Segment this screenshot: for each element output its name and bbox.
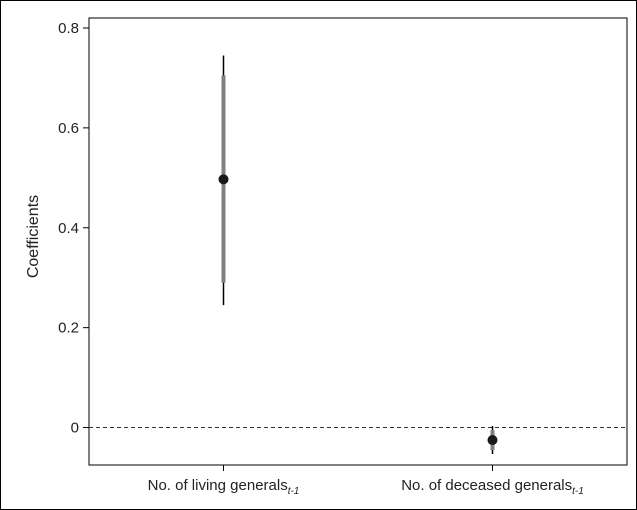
y-tick-label: 0.6	[58, 120, 79, 137]
y-tick-label: 0.2	[58, 320, 79, 337]
coefficient-point	[218, 174, 229, 185]
y-axis: 0 0.2 0.4 0.6 0.8	[58, 20, 89, 437]
x-tick-label: No. of deceased generalst-1	[401, 477, 584, 497]
coefficient-marks	[218, 55, 498, 455]
x-tick-label-main: No. of living generals	[148, 477, 288, 494]
y-tick-label: 0.4	[58, 220, 79, 237]
y-tick-label: 0.8	[58, 20, 79, 37]
x-tick-label: No. of living generalst-1	[148, 477, 300, 497]
x-tick-label-subscript: t-1	[288, 486, 300, 497]
x-tick-label-subscript: t-1	[572, 486, 584, 497]
y-axis-title: Coefficients	[25, 195, 42, 278]
y-tick-label: 0	[71, 420, 79, 437]
x-tick-label-main: No. of deceased generals	[401, 477, 572, 494]
plot-area	[88, 17, 628, 466]
coefficient-point	[487, 435, 498, 446]
x-axis: No. of living generalst-1 No. of deceased…	[148, 465, 584, 497]
